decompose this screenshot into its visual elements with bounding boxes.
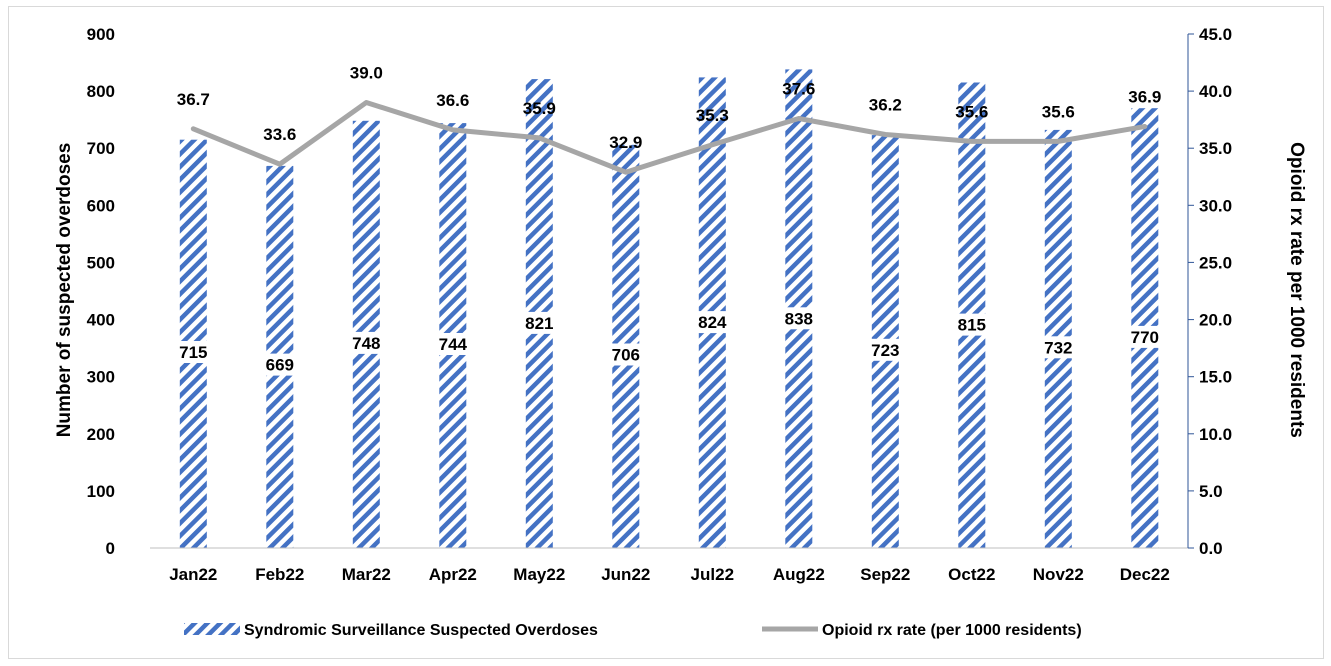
line-value-label: 37.6 [782, 80, 815, 99]
left-tick-label: 100 [87, 482, 115, 501]
line-value-label: 36.6 [436, 91, 469, 110]
right-tick-label: 0.0 [1199, 539, 1223, 558]
left-tick-label: 400 [87, 311, 115, 330]
bar-value-label: 824 [698, 313, 727, 332]
left-tick-label: 700 [87, 139, 115, 158]
category-label: Oct22 [948, 565, 995, 584]
bar-label-bg [1125, 325, 1164, 348]
bar-value-label: 732 [1044, 338, 1072, 357]
legend-label-line: Opioid rx rate (per 1000 residents) [822, 622, 1082, 639]
line-value-label: 39.0 [350, 64, 383, 83]
category-label: Sep22 [860, 565, 910, 584]
category-label: Feb22 [255, 565, 304, 584]
line-value-label: 33.6 [263, 125, 296, 144]
category-label: Jul22 [691, 565, 734, 584]
line-value-label: 32.9 [609, 133, 642, 152]
bar-label-bg [1039, 336, 1078, 359]
category-label: Aug22 [773, 565, 825, 584]
left-tick-label: 600 [87, 196, 115, 215]
category-label: Jan22 [169, 565, 217, 584]
category-label: Apr22 [429, 565, 477, 584]
right-tick-label: 45.0 [1199, 25, 1232, 44]
line-value-label: 36.7 [177, 90, 210, 109]
bar-value-label: 669 [266, 356, 294, 375]
left-axis-title: Number of suspected overdoses [54, 143, 75, 438]
bar-label-bg [433, 333, 472, 355]
legend-swatch-bars [184, 623, 240, 635]
left-tick-label: 0 [106, 539, 115, 558]
bar-value-label: 715 [179, 343, 207, 362]
line-value-label: 36.2 [869, 96, 902, 115]
category-label: Dec22 [1120, 565, 1170, 584]
left-tick-label: 800 [87, 82, 115, 101]
bar-value-label: 821 [525, 314, 553, 333]
line-value-label: 36.9 [1128, 88, 1161, 107]
bar-label-bg [606, 343, 645, 366]
category-label: Jun22 [601, 565, 650, 584]
legend-label-bars: Syndromic Surveillance Suspected Overdos… [244, 622, 598, 639]
line-value-label: 35.3 [696, 106, 729, 125]
left-tick-label: 200 [87, 425, 115, 444]
bar-value-label: 744 [439, 335, 468, 354]
bar-value-label: 748 [352, 334, 380, 353]
left-tick-label: 900 [87, 25, 115, 44]
right-axis-title: Opioid rx rate per 1000 residents [1286, 142, 1307, 438]
category-label: Nov22 [1033, 565, 1084, 584]
right-tick-label: 20.0 [1199, 311, 1232, 330]
bar-label-bg [866, 338, 905, 361]
chart-frame [8, 6, 1324, 659]
bar-label-bg [347, 331, 386, 354]
line-opioid-rx-rate [190, 100, 1148, 175]
category-label: May22 [513, 565, 565, 584]
bar-value-label: 815 [958, 316, 986, 335]
right-tick-label: 40.0 [1199, 82, 1232, 101]
bar-label-bg [693, 311, 732, 334]
right-tick-label: 30.0 [1199, 196, 1232, 215]
bar-label-bg [779, 307, 818, 330]
line-value-label: 35.6 [1042, 102, 1075, 121]
line-value-label: 35.9 [523, 99, 556, 118]
bar-label-bg [174, 341, 213, 363]
bar-value-label: 706 [612, 346, 640, 365]
bar-label-bg [952, 313, 991, 336]
bar-value-label: 838 [785, 309, 813, 328]
left-tick-label: 500 [87, 253, 115, 272]
bar-value-label: 770 [1131, 328, 1159, 347]
category-label: Mar22 [342, 565, 391, 584]
right-tick-label: 35.0 [1199, 139, 1232, 158]
right-tick-label: 25.0 [1199, 253, 1232, 272]
line-value-label: 35.6 [955, 102, 988, 121]
left-tick-label: 300 [87, 368, 115, 387]
bar-label-bg [520, 311, 559, 334]
bar-value-label: 723 [871, 341, 899, 360]
right-tick-label: 15.0 [1199, 368, 1232, 387]
bar-label-bg [260, 353, 299, 376]
right-tick-label: 10.0 [1199, 425, 1232, 444]
right-tick-label: 5.0 [1199, 482, 1223, 501]
